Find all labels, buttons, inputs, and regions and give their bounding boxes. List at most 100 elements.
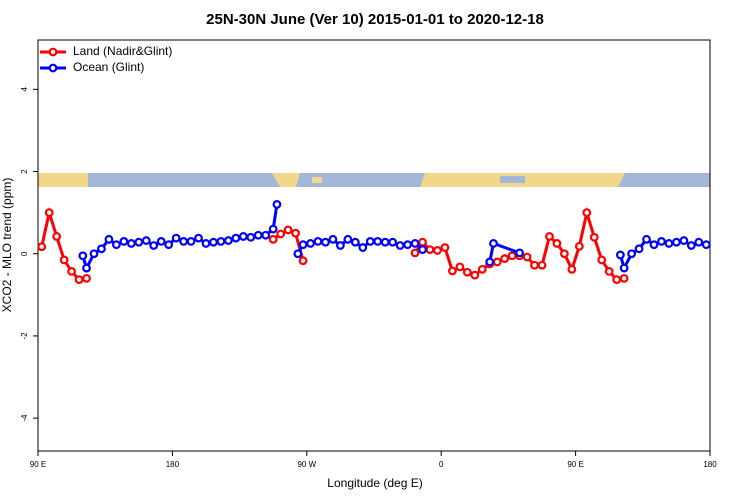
data-point (522, 252, 532, 262)
data-point (686, 241, 696, 250)
chart-title: 25N-30N June (Ver 10) 2015-01-01 to 2020… (206, 11, 544, 28)
data-point (97, 244, 106, 254)
data-point (328, 234, 338, 244)
data-point (582, 208, 592, 218)
data-point (126, 239, 136, 248)
data-point (597, 255, 607, 265)
data-point (201, 239, 211, 248)
data-point (627, 249, 636, 259)
data-point (37, 242, 47, 252)
data-point (470, 270, 480, 280)
data-point (306, 239, 315, 248)
data-point (246, 232, 256, 242)
data-point (418, 237, 427, 247)
data-point (642, 234, 651, 244)
data-point (156, 236, 166, 246)
data-point (149, 241, 159, 250)
data-point (253, 230, 263, 240)
data-point (485, 257, 495, 267)
data-point (268, 234, 278, 244)
y-tick-label: 0 (20, 251, 29, 256)
data-point (272, 199, 282, 209)
data-point (291, 228, 301, 238)
data-point (78, 251, 88, 261)
x-tick-label: 90 E (30, 460, 46, 469)
data-point (321, 237, 330, 247)
data-point (418, 245, 427, 255)
data-point (194, 233, 203, 243)
data-point (89, 249, 99, 259)
data-point (672, 237, 681, 247)
data-point (59, 255, 69, 265)
data-point (231, 233, 241, 243)
data-point (425, 245, 435, 255)
data-point (268, 224, 278, 234)
data-point (293, 249, 303, 259)
data-point (433, 246, 442, 255)
data-point (567, 264, 577, 274)
data-point (82, 273, 91, 283)
data-point (261, 230, 271, 240)
data-point (694, 237, 704, 247)
data-point (238, 232, 248, 241)
data-point (171, 233, 181, 243)
data-point (574, 241, 584, 251)
data-point (477, 264, 487, 274)
data-point (657, 236, 666, 246)
data-point (395, 241, 405, 250)
data-point (612, 275, 622, 285)
data-point (462, 267, 472, 277)
data-point (209, 237, 218, 247)
data-point (298, 240, 308, 250)
data-point (74, 275, 84, 285)
data-point (365, 236, 375, 246)
data-point (276, 229, 286, 239)
data-point (448, 266, 457, 276)
data-point (664, 239, 674, 248)
data-point (134, 237, 144, 247)
legend: Land (Nadir&Glint) Ocean (Glint) (40, 44, 172, 74)
data-point (634, 244, 644, 254)
data-point (186, 236, 196, 246)
data-point (701, 240, 711, 250)
data-point (44, 208, 54, 218)
legend-label: Land (Nadir&Glint) (73, 44, 172, 58)
data-point (649, 240, 659, 250)
data-point (343, 234, 353, 244)
data-point (619, 273, 629, 283)
data-point (560, 249, 569, 259)
legend-marker (48, 47, 58, 57)
data-point (82, 263, 91, 273)
data-point (537, 260, 547, 270)
data-point (104, 234, 114, 244)
data-point (380, 237, 390, 247)
y-tick-label: -2 (20, 332, 29, 340)
data-point (455, 262, 465, 272)
data-point (216, 236, 226, 246)
y-tick-label: 2 (20, 169, 29, 174)
data-point (616, 250, 625, 260)
data-point (223, 236, 233, 245)
data-point (298, 256, 308, 266)
data-point (500, 254, 510, 264)
data-point (545, 232, 554, 241)
data-point (489, 239, 498, 248)
data-point (111, 240, 121, 250)
data-point (358, 243, 368, 252)
data-point (67, 266, 76, 276)
legend-label: Ocean (Glint) (73, 60, 144, 74)
data-point (141, 236, 151, 245)
data-point (515, 248, 524, 258)
x-tick-label: 90 W (297, 460, 316, 469)
y-axis-label: XCO2 - MLO trend (ppm) (0, 178, 14, 313)
data-point (410, 239, 420, 248)
data-point (552, 239, 562, 248)
data-point (619, 263, 629, 273)
data-point (179, 236, 189, 246)
x-axis-label: Longitude (deg E) (327, 476, 422, 490)
data-point (373, 236, 383, 246)
data-point (388, 237, 398, 247)
x-tick-label: 0 (439, 460, 444, 469)
y-tick-label: 4 (20, 87, 29, 92)
x-tick-label: 90 E (567, 460, 583, 469)
